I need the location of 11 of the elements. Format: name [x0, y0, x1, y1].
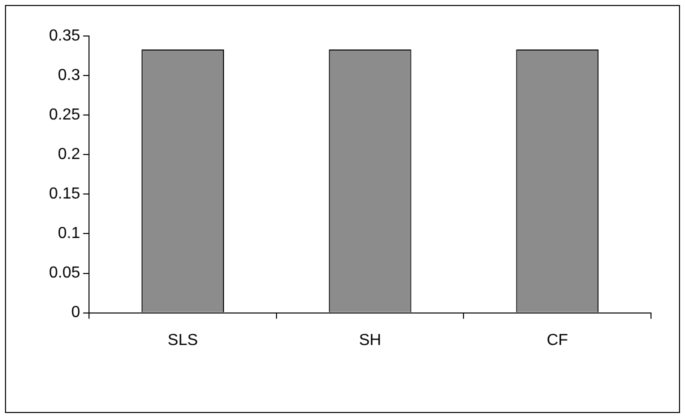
x-tick-label: CF [546, 332, 568, 349]
y-tick-label: 0.2 [58, 146, 80, 164]
y-tick-label: 0.15 [49, 186, 80, 203]
y-tick-label: 0.35 [49, 27, 80, 44]
y-tick-label: 0.1 [58, 225, 80, 242]
y-tick-label: 0.25 [49, 106, 80, 124]
y-tick-label: 0.3 [58, 66, 80, 84]
y-tick-label: 0 [71, 304, 80, 322]
y-tick-label: 0.05 [49, 264, 80, 282]
x-tick-label: SLS [168, 332, 198, 349]
x-tick-label: SH [358, 332, 382, 349]
